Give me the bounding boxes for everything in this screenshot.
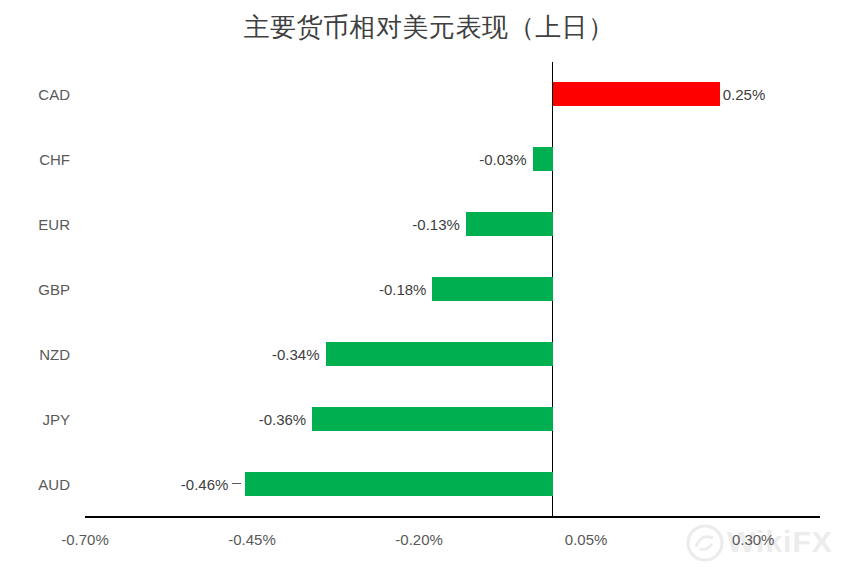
category-label-CAD: CAD (0, 86, 70, 103)
category-label-JPY: JPY (0, 410, 70, 427)
wikifx-ring-logo-icon (685, 521, 725, 563)
category-label-GBP: GBP (0, 281, 70, 298)
plot-area: CAD 0.25% CHF -0.03% EUR -0.13% GBP -0.18% NZD -0… (0, 0, 858, 576)
bar-CAD (553, 82, 720, 106)
data-label-CHF: -0.03% (479, 151, 527, 168)
data-label-EUR: -0.13% (412, 216, 460, 233)
category-label-NZD: NZD (0, 345, 70, 362)
x-tick-label-4: 0.30% (732, 531, 775, 548)
category-label-AUD: AUD (0, 475, 70, 492)
label-leader-dash (232, 483, 241, 484)
bar-GBP (432, 277, 552, 301)
category-label-CHF: CHF (0, 151, 70, 168)
data-label-GBP: -0.18% (379, 281, 427, 298)
data-label-JPY: -0.36% (259, 410, 307, 427)
bar-EUR (466, 212, 553, 236)
category-label-EUR: EUR (0, 216, 70, 233)
bar-CHF (533, 147, 553, 171)
x-tick-label-0: -0.70% (61, 531, 109, 548)
data-label-CAD: 0.25% (723, 86, 766, 103)
x-axis-line (85, 516, 820, 518)
x-tick-label-3: 0.05% (565, 531, 608, 548)
currency-performance-chart: WikiFX 主要货币相对美元表现（上日） CAD0.25%CHF-0.03%E… (0, 0, 858, 576)
x-tick-label-1: -0.45% (228, 531, 276, 548)
x-tick-label-2: -0.20% (395, 531, 443, 548)
bar-JPY (312, 407, 553, 431)
data-label-AUD: -0.46% (181, 475, 229, 492)
bar-NZD (326, 342, 553, 366)
bar-AUD (245, 472, 552, 496)
data-label-NZD: -0.34% (272, 345, 320, 362)
